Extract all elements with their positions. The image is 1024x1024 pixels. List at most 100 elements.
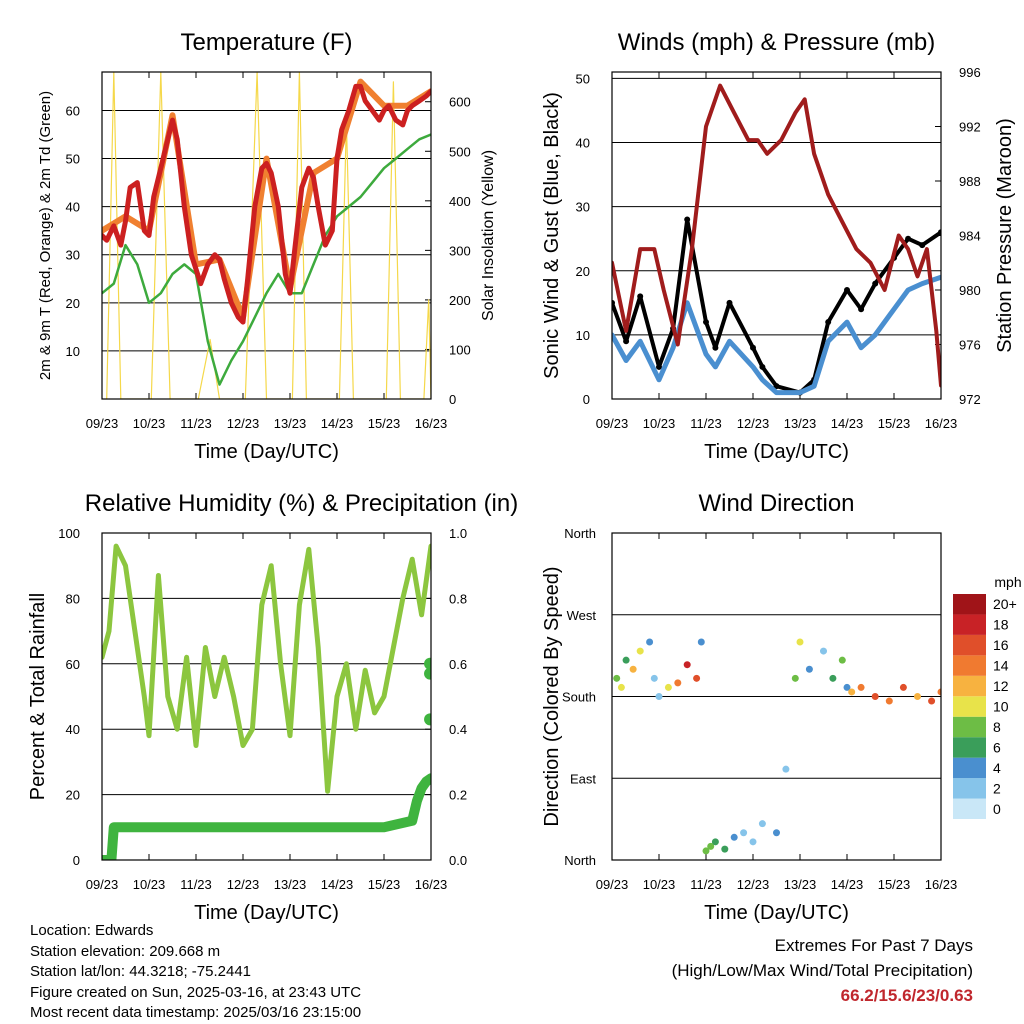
colorbar-swatch bbox=[953, 634, 986, 656]
x-tick-label: 14/23 bbox=[831, 877, 864, 892]
direction-point bbox=[796, 638, 804, 646]
direction-point bbox=[820, 647, 827, 655]
x-axis-label: Time (Day/UTC) bbox=[194, 441, 339, 463]
location-text: Location: Edwards bbox=[30, 922, 154, 939]
direction-point bbox=[702, 847, 710, 855]
extremes-title: Extremes For Past 7 Days bbox=[774, 936, 973, 955]
precip-point bbox=[424, 667, 431, 680]
y-right-tick-label: 0.0 bbox=[449, 853, 467, 868]
plot-frame bbox=[611, 532, 942, 861]
direction-point bbox=[829, 674, 837, 682]
x-tick-label: 15/23 bbox=[878, 877, 911, 892]
x-tick-label: 14/23 bbox=[831, 416, 864, 431]
y-tick-label: 100 bbox=[58, 526, 80, 541]
y-right-tick-label: 980 bbox=[959, 283, 981, 298]
y-right-tick-label: 300 bbox=[449, 243, 471, 258]
direction-point bbox=[848, 688, 856, 696]
y-tick-label: North bbox=[564, 526, 596, 541]
y-tick-label: 50 bbox=[576, 71, 590, 86]
colorbar-swatch bbox=[953, 696, 986, 717]
y-right-tick-label: 0.2 bbox=[449, 788, 467, 803]
colorbar-label: 12 bbox=[993, 678, 1009, 694]
precip-point bbox=[424, 713, 431, 726]
x-tick-label: 11/23 bbox=[180, 877, 212, 892]
panel-4: Wind Direction Time (Day/UTC) Direction (C… bbox=[541, 490, 957, 924]
direction-point bbox=[758, 820, 766, 828]
x-tick-label: 11/23 bbox=[180, 416, 212, 431]
series-solar-insolation bbox=[106, 72, 431, 399]
colorbar-label: 14 bbox=[993, 658, 1009, 674]
y-tick-label: 10 bbox=[66, 344, 80, 359]
direction-point bbox=[622, 656, 630, 664]
panel-1: Temperature (F) Time (Day/UTC) 2m & 9m T (… bbox=[37, 29, 497, 463]
x-tick-label: 13/23 bbox=[784, 877, 817, 892]
y-tick-label: 40 bbox=[576, 136, 590, 151]
y-tick-label: 0 bbox=[583, 392, 590, 407]
series-wind bbox=[612, 274, 941, 396]
x-tick-label: 12/23 bbox=[737, 416, 770, 431]
series-2m-temperature bbox=[102, 83, 431, 325]
direction-point bbox=[805, 665, 813, 673]
y-right-tick-label: 976 bbox=[959, 338, 981, 353]
direction-point bbox=[899, 683, 907, 691]
y-axis-label: Direction (Colored By Speed) bbox=[541, 566, 563, 826]
y-tick-label: 40 bbox=[66, 722, 80, 737]
x-tick-label: 11/23 bbox=[690, 416, 722, 431]
series-pressure bbox=[612, 83, 941, 388]
y-tick-label: 20 bbox=[66, 788, 80, 803]
y-right-tick-label: 200 bbox=[449, 293, 471, 308]
colorbar-title: mph bbox=[994, 574, 1021, 590]
y-tick-label: 10 bbox=[576, 328, 590, 343]
panel-3: Relative Humidity (%) & Precipitation (i… bbox=[27, 490, 518, 924]
y-right-tick-label: 1.0 bbox=[449, 526, 467, 541]
x-tick-label: 16/23 bbox=[415, 877, 448, 892]
x-tick-label: 12/23 bbox=[227, 416, 260, 431]
station-info: Location: Edwards Station elevation: 209… bbox=[30, 921, 361, 1024]
x-tick-label: 16/23 bbox=[415, 416, 448, 431]
elevation-text: Station elevation: 209.668 m bbox=[30, 942, 221, 960]
x-tick-label: 16/23 bbox=[925, 877, 958, 892]
direction-point bbox=[683, 661, 691, 669]
colorbar: mph 0 2 4 6 8 10 12 14 16 18 20+ bbox=[953, 574, 1022, 819]
direction-point bbox=[711, 838, 719, 846]
colorbar-label: 16 bbox=[993, 637, 1009, 653]
x-tick-label: 14/23 bbox=[321, 416, 354, 431]
y-right-tick-label: 400 bbox=[449, 194, 471, 209]
direction-point bbox=[664, 683, 672, 691]
x-tick-label: 14/23 bbox=[321, 877, 354, 892]
y-right-tick-label: 988 bbox=[959, 174, 981, 189]
y-tick-label: 50 bbox=[66, 152, 80, 167]
x-tick-label: 10/23 bbox=[133, 416, 166, 431]
y-axis-label: 2m & 9m T (Red, Orange) & 2m Td (Green) bbox=[37, 91, 54, 380]
y-right-tick-label: 0.6 bbox=[449, 657, 467, 672]
direction-point bbox=[791, 674, 799, 682]
direction-point bbox=[655, 693, 663, 700]
series-gust bbox=[612, 217, 941, 395]
x-axis-label: Time (Day/UTC) bbox=[194, 902, 339, 924]
y-tick-label: 60 bbox=[66, 103, 80, 118]
plot-frame bbox=[101, 71, 432, 400]
colorbar-swatch bbox=[953, 778, 986, 799]
direction-point bbox=[697, 638, 705, 646]
series-precipitation bbox=[102, 773, 431, 860]
colorbar-label: 18 bbox=[993, 617, 1009, 633]
y-tick-label: 30 bbox=[66, 248, 80, 263]
colorbar-swatch bbox=[953, 594, 986, 615]
colorbar-swatch bbox=[953, 614, 986, 635]
created-text: Figure created on Sun, 2025-03-16, at 23… bbox=[30, 983, 362, 1001]
y-tick-label: North bbox=[564, 853, 596, 868]
y-tick-label: 30 bbox=[576, 200, 590, 215]
y-axis-right-label: Solar Insolation (Yellow) bbox=[480, 150, 497, 321]
y-right-tick-label: 972 bbox=[959, 392, 981, 407]
colorbar-swatch bbox=[953, 757, 986, 779]
colorbar-label: 0 bbox=[993, 801, 1001, 817]
x-tick-label: 16/23 bbox=[925, 416, 958, 431]
y-right-tick-label: 500 bbox=[449, 144, 471, 159]
direction-point bbox=[617, 683, 625, 691]
y-axis-right-label: Station Pressure (Maroon) bbox=[994, 118, 1016, 353]
extremes-subtitle: (High/Low/Max Wind/Total Precipitation) bbox=[671, 961, 973, 980]
x-tick-label: 13/23 bbox=[784, 416, 817, 431]
extremes-values: 66.2/15.6/23/0.63 bbox=[840, 986, 973, 1005]
x-tick-label: 13/23 bbox=[274, 877, 307, 892]
plot-frame bbox=[611, 71, 942, 400]
